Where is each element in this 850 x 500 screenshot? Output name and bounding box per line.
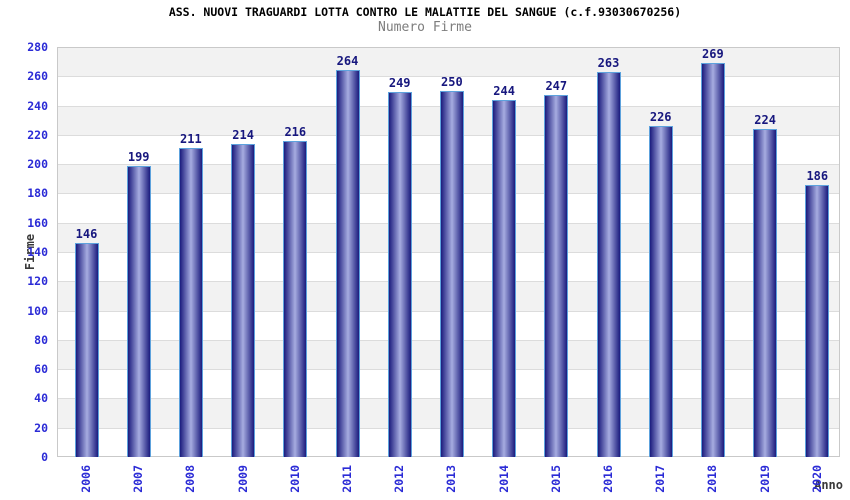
x-tick-label: 2016	[601, 465, 615, 493]
bar-value-label: 214	[232, 127, 254, 142]
bar	[596, 71, 621, 457]
x-tick-label: 2012	[392, 465, 407, 493]
bar-value-label: 263	[597, 55, 620, 70]
y-tick-label: 100	[27, 303, 48, 318]
bar	[231, 143, 256, 457]
bar	[753, 129, 778, 457]
x-tick-label: 2010	[287, 465, 302, 493]
bar-value-label: 199	[127, 149, 150, 164]
bar-value-label: 247	[545, 79, 568, 94]
x-tick-label: 2006	[79, 465, 93, 493]
y-tick-label: 0	[41, 450, 48, 464]
y-tick-label: 220	[27, 127, 48, 142]
x-tick-label: 2015	[548, 465, 563, 493]
x-tick-label: 2019	[757, 465, 772, 493]
bar-value-label: 216	[284, 124, 307, 139]
bar-value-label: 250	[441, 74, 463, 89]
bar	[126, 165, 151, 457]
x-axis-title: Anno	[814, 478, 843, 492]
y-tick-label: 20	[34, 420, 48, 435]
y-tick-label: 240	[27, 98, 48, 113]
y-tick-label: 60	[34, 362, 48, 377]
y-tick-label: 200	[27, 157, 48, 172]
bar-value-label: 264	[336, 54, 359, 69]
bar	[178, 148, 203, 457]
bar	[335, 70, 360, 457]
y-tick-label: 260	[27, 69, 48, 84]
bar	[74, 243, 99, 457]
y-tick-label: 160	[27, 215, 48, 230]
bar-value-label: 249	[388, 76, 411, 91]
gridline	[57, 76, 840, 78]
bar	[439, 90, 464, 457]
bar-value-label: 226	[649, 110, 672, 125]
bar	[805, 184, 830, 457]
chart-subtitle: Numero Firme	[378, 20, 472, 35]
x-tick-label: 2007	[131, 465, 146, 493]
x-tick-label: 2009	[235, 465, 250, 493]
x-tick-label: 2018	[705, 465, 720, 493]
x-tick-label: 2013	[444, 465, 459, 493]
bar-value-label: 186	[806, 168, 829, 183]
bar	[387, 92, 412, 457]
y-tick-label: 120	[27, 274, 48, 289]
x-tick-label: 2011	[340, 465, 354, 493]
x-tick-label: 2014	[496, 465, 511, 493]
bar	[544, 95, 569, 457]
y-tick-label: 140	[27, 245, 48, 259]
bar	[648, 126, 673, 457]
y-tick-label: 80	[34, 332, 48, 347]
bar	[700, 63, 725, 457]
bar-value-label: 269	[702, 47, 724, 62]
chart-title: ASS. NUOVI TRAGUARDI LOTTA CONTRO LE MAL…	[168, 5, 682, 19]
y-tick-label: 180	[27, 186, 48, 201]
y-tick-label: 280	[27, 40, 48, 54]
bar	[283, 140, 308, 457]
x-tick-label: 2017	[653, 465, 668, 493]
bar-value-label: 224	[754, 113, 776, 127]
x-tick-label: 2020	[809, 465, 824, 493]
bar-value-label: 244	[493, 83, 515, 98]
bar-value-label: 146	[75, 227, 98, 242]
bar-value-label: 211	[180, 132, 202, 147]
bar	[492, 99, 517, 457]
y-tick-label: 40	[34, 391, 48, 406]
x-tick-label: 2008	[183, 465, 198, 493]
